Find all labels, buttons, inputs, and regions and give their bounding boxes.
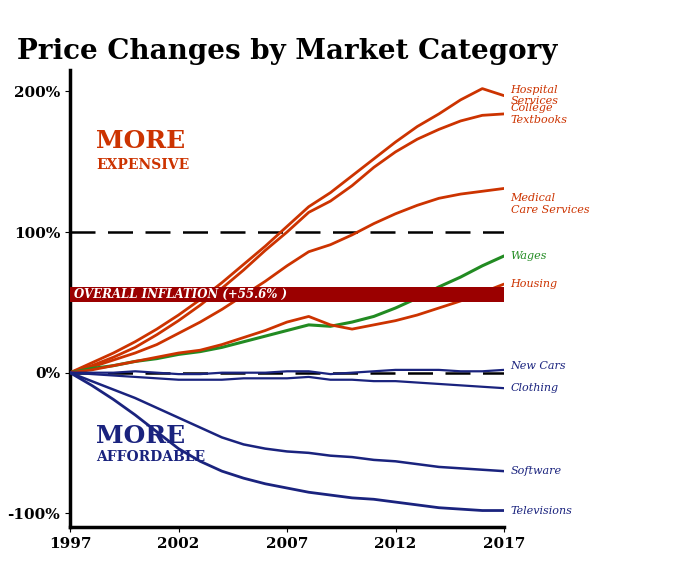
- Text: Hospital
Services: Hospital Services: [510, 85, 559, 107]
- Text: Clothing: Clothing: [510, 383, 559, 393]
- Text: EXPENSIVE: EXPENSIVE: [96, 158, 189, 172]
- Text: Software: Software: [510, 466, 561, 476]
- Text: Medical
Care Services: Medical Care Services: [510, 193, 589, 214]
- Text: New Cars: New Cars: [510, 360, 566, 371]
- Bar: [70, 287, 504, 302]
- Text: AFFORDABLE: AFFORDABLE: [96, 450, 205, 464]
- Text: Housing: Housing: [510, 279, 558, 289]
- Title: Price Changes by Market Category: Price Changes by Market Category: [17, 38, 557, 65]
- Text: Televisions: Televisions: [510, 506, 573, 516]
- Text: OVERALL INFLATION (+55.6% ): OVERALL INFLATION (+55.6% ): [74, 288, 287, 301]
- Text: MORE: MORE: [96, 129, 186, 152]
- Text: Wages: Wages: [510, 251, 547, 261]
- Text: MORE: MORE: [96, 424, 186, 448]
- Text: College
Textbooks: College Textbooks: [510, 103, 568, 125]
